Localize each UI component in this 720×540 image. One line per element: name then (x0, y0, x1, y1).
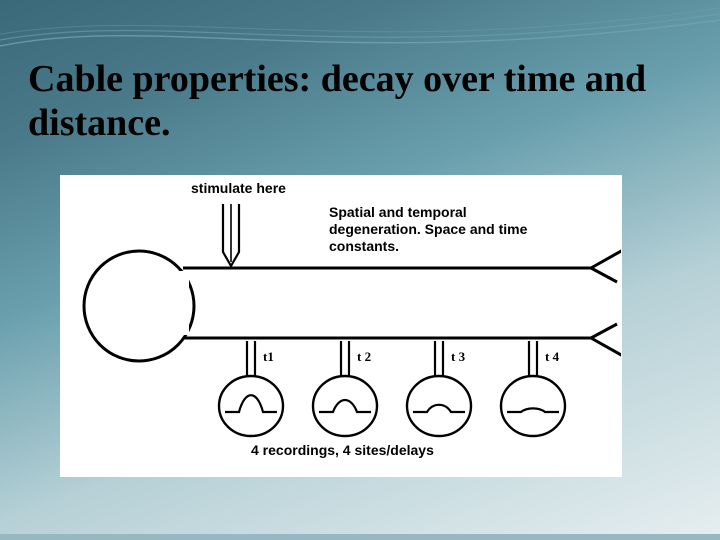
label-t3: t 3 (451, 349, 466, 364)
label-description: Spatial and temporal degeneration. Space… (329, 204, 559, 254)
scope-screen (407, 376, 471, 436)
scope-screen (219, 376, 283, 436)
slide-title: Cable properties: decay over time and di… (28, 58, 680, 145)
axon-fork (591, 250, 621, 268)
recorder-3: t 3 (407, 341, 471, 436)
recorder-2: t 2 (313, 341, 377, 436)
scope-screen (313, 376, 377, 436)
bottom-accent-bar (0, 534, 720, 540)
cable-diagram: t1 t 2 t 3 t 4 stimulate here Spatial and t… (60, 175, 622, 477)
axon-fork (591, 268, 617, 282)
label-stimulate: stimulate here (191, 180, 286, 197)
scope-screen (501, 376, 565, 436)
label-t1: t1 (263, 349, 274, 364)
axon-fork (591, 338, 621, 356)
recorder-1: t1 (219, 341, 283, 436)
axon-fork (591, 324, 617, 338)
label-bottom: 4 recordings, 4 sites/delays (251, 442, 451, 459)
recorder-4: t 4 (501, 341, 565, 436)
label-t2: t 2 (357, 349, 371, 364)
slide: Cable properties: decay over time and di… (0, 0, 720, 540)
label-t4: t 4 (545, 349, 560, 364)
